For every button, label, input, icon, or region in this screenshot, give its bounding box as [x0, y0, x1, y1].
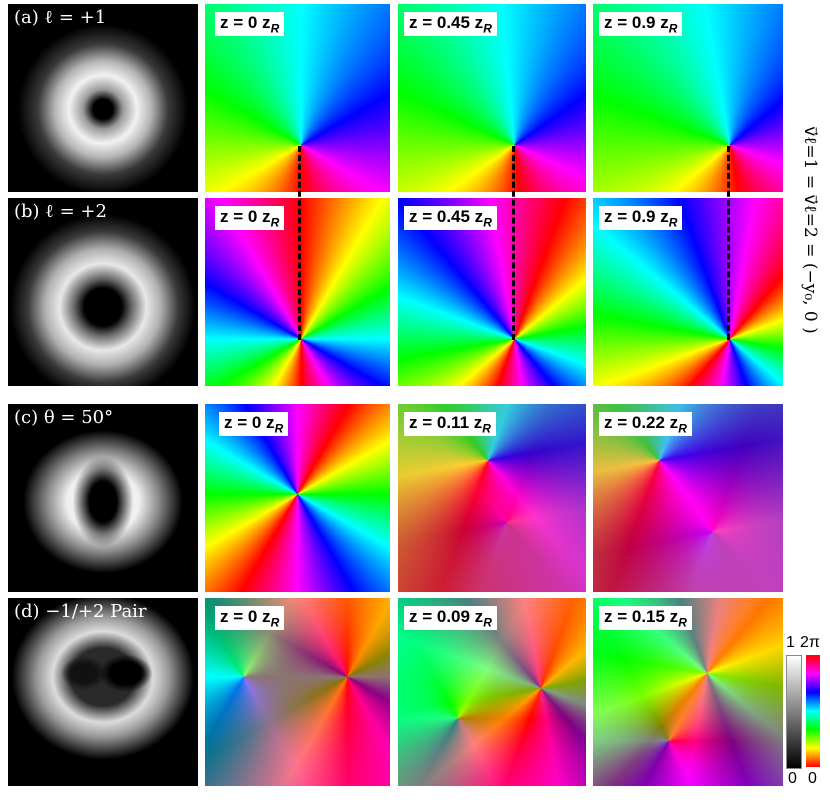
velocity-label: v⃗ℓ=1 = v⃗ℓ=2 = (−y₀, 0 ) [800, 126, 820, 334]
phase-map-c3: z = 0.22 zR [593, 404, 783, 592]
z-label-a2: z = 0.45 zR [404, 12, 497, 37]
z-label-b1: z = 0 zR [215, 206, 285, 231]
z-label-a1: z = 0 zR [215, 12, 285, 37]
phase-map-b3: z = 0.9 zR [593, 198, 783, 386]
row-d-label: (d) −1/+2 Pair [14, 601, 147, 622]
z-label-c3: z = 0.22 zR [599, 412, 692, 437]
z-label-c2: z = 0.11 zR [404, 412, 496, 437]
z-label-d1: z = 0 zR [215, 606, 285, 631]
phase-map-b2: z = 0.45 zR [398, 198, 586, 386]
z-label-b3: z = 0.9 zR [599, 206, 683, 231]
phase-map-d2: z = 0.09 zR [398, 598, 586, 786]
z-label-d2: z = 0.09 zR [404, 606, 497, 631]
gray-colorbar [786, 655, 802, 769]
row-a-label: (a) ℓ = +1 [14, 7, 107, 28]
phase-colorbar-max: 2π [800, 634, 820, 651]
phase-map-b1: z = 0 zR [205, 198, 390, 386]
intensity-panel-b: (b) ℓ = +2 [8, 198, 198, 386]
phase-map-a3: z = 0.9 zR [593, 4, 783, 192]
phase-map-d3: z = 0.15 zR [593, 598, 783, 786]
phase-map-a1: z = 0 zR [205, 4, 390, 192]
row-c-label: (c) θ = 50° [14, 407, 114, 428]
phase-colorbar-min: 0 [808, 770, 817, 787]
z-label-c1: z = 0 zR [219, 412, 289, 437]
intensity-panel-d: (d) −1/+2 Pair [8, 598, 198, 786]
z-label-d3: z = 0.15 zR [599, 606, 692, 631]
dashed-line-2 [512, 146, 515, 340]
phase-map-c1: z = 0 zR [205, 404, 390, 592]
phase-map-d1: z = 0 zR [205, 598, 390, 786]
phase-map-c2: z = 0.11 zR [398, 404, 586, 592]
z-label-b2: z = 0.45 zR [404, 206, 497, 231]
phase-map-a2: z = 0.45 zR [398, 4, 586, 192]
intensity-panel-a: (a) ℓ = +1 [8, 4, 198, 192]
gray-colorbar-min: 0 [788, 770, 797, 787]
dashed-line-1 [298, 146, 301, 340]
phase-colorbar [806, 655, 820, 767]
intensity-panel-c: (c) θ = 50° [8, 404, 198, 592]
row-b-label: (b) ℓ = +2 [14, 201, 107, 222]
z-label-a3: z = 0.9 zR [599, 12, 683, 37]
gray-colorbar-max: 1 [786, 634, 795, 651]
dashed-line-3 [727, 146, 730, 340]
